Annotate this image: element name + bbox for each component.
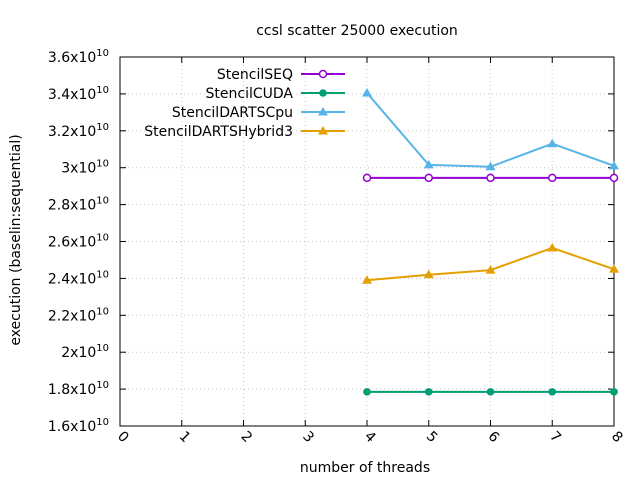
x-tick-label: 4 <box>361 428 379 446</box>
y-tick-mantissa: 2.2 <box>48 308 70 324</box>
data-point <box>362 87 372 97</box>
data-point <box>547 242 558 252</box>
x-tick-label: 1 <box>176 428 194 446</box>
y-tick-label: 1.6x1010 <box>48 417 109 435</box>
y-tick-exponent: 10 <box>96 122 109 133</box>
y-tick-base: x10 <box>70 50 96 66</box>
legend-item: StencilDARTSCpu <box>172 105 345 121</box>
series-layer <box>362 87 619 396</box>
legend: StencilSEQ StencilCUDA StencilDARTSCpu Sten… <box>144 67 345 140</box>
y-tick-mantissa: 3.2 <box>48 124 70 140</box>
data-point <box>423 269 434 279</box>
ticks: 1.6x10101.8x10102x10102.2x10102.4x10102.… <box>48 48 626 446</box>
data-point <box>485 265 496 274</box>
x-tick-label: 5 <box>423 428 441 446</box>
y-tick-exponent: 10 <box>96 269 109 280</box>
y-tick-mantissa: 3.4 <box>48 87 70 103</box>
y-tick-label: 3.4x1010 <box>48 85 109 103</box>
series-stencildartscpu <box>362 87 619 171</box>
y-tick-exponent: 10 <box>96 306 109 317</box>
y-tick-mantissa: 2.6 <box>48 235 70 251</box>
data-point <box>610 388 618 396</box>
y-tick-base: x10 <box>70 271 96 287</box>
data-point <box>609 160 619 170</box>
y-tick-label: 2.8x1010 <box>48 196 109 214</box>
data-point <box>547 138 558 148</box>
y-tick-exponent: 10 <box>96 196 109 207</box>
y-tick-base: x10 <box>70 87 96 103</box>
x-tick-label: 0 <box>114 428 132 446</box>
x-tick-label: 3 <box>299 428 317 446</box>
data-point <box>318 107 328 116</box>
y-tick-label: 2.4x1010 <box>48 269 109 287</box>
chart-title: ccsl scatter 25000 execution <box>256 23 458 39</box>
legend-item: StencilSEQ <box>217 67 345 83</box>
series-stencildartshybrid3 <box>362 242 619 284</box>
y-tick-base: x10 <box>70 345 96 361</box>
data-point <box>609 173 619 183</box>
data-point <box>362 173 372 183</box>
y-tick-label: 2.6x1010 <box>48 233 109 251</box>
y-tick-mantissa: 2.8 <box>48 198 70 214</box>
y-tick-base: x10 <box>70 308 96 324</box>
y-tick-exponent: 10 <box>96 85 109 96</box>
y-tick-base: x10 <box>70 382 96 398</box>
legend-label: StencilDARTSHybrid3 <box>144 124 293 140</box>
data-point <box>319 89 327 97</box>
data-point <box>318 126 328 135</box>
data-point <box>423 159 434 169</box>
y-tick-exponent: 10 <box>96 417 109 428</box>
data-point <box>548 388 557 396</box>
y-tick-mantissa: 3 <box>61 161 70 177</box>
y-tick-mantissa: 1.6 <box>48 419 70 435</box>
y-tick-exponent: 10 <box>96 48 109 59</box>
y-axis-label: execution (baselin:sequential) <box>8 134 24 345</box>
y-tick-mantissa: 1.8 <box>48 382 70 398</box>
x-tick-label: 6 <box>485 428 503 446</box>
data-point <box>363 388 371 396</box>
data-point <box>548 173 557 183</box>
y-tick-mantissa: 3.6 <box>48 50 70 66</box>
y-tick-mantissa: 2.4 <box>48 271 70 287</box>
y-tick-exponent: 10 <box>96 343 109 354</box>
data-point <box>486 388 495 396</box>
legend-item: StencilCUDA <box>206 86 345 102</box>
legend-label: StencilSEQ <box>217 67 293 83</box>
data-point <box>362 275 372 284</box>
legend-item: StencilDARTSHybrid3 <box>144 124 345 140</box>
series-line <box>366 246 615 282</box>
x-tick-label: 7 <box>546 428 564 446</box>
y-tick-base: x10 <box>70 124 96 140</box>
y-tick-label: 2.2x1010 <box>48 306 109 324</box>
data-point <box>609 264 619 273</box>
x-tick-label: 2 <box>238 428 256 446</box>
x-axis-label: number of threads <box>300 460 430 476</box>
y-tick-exponent: 10 <box>96 159 109 170</box>
y-tick-label: 1.8x1010 <box>48 380 109 398</box>
y-tick-label: 3x1010 <box>61 159 109 177</box>
y-tick-base: x10 <box>70 235 96 251</box>
data-point <box>485 161 496 171</box>
data-point <box>318 69 328 79</box>
y-tick-base: x10 <box>70 161 96 177</box>
y-tick-label: 3.6x1010 <box>48 48 109 66</box>
data-point <box>424 388 433 396</box>
y-tick-exponent: 10 <box>96 233 109 244</box>
y-tick-label: 2x1010 <box>61 343 109 361</box>
x-tick-label: 8 <box>608 428 626 446</box>
grid <box>120 57 614 426</box>
series-stencilcuda <box>363 388 618 396</box>
data-point <box>486 173 495 183</box>
data-point <box>424 173 433 183</box>
legend-label: StencilDARTSCpu <box>172 105 293 121</box>
y-tick-base: x10 <box>70 419 96 435</box>
y-tick-base: x10 <box>70 198 96 214</box>
y-tick-mantissa: 2 <box>61 345 70 361</box>
y-tick-exponent: 10 <box>96 380 109 391</box>
series-stencilseq <box>362 173 619 183</box>
y-tick-label: 3.2x1010 <box>48 122 109 140</box>
legend-label: StencilCUDA <box>206 86 294 102</box>
